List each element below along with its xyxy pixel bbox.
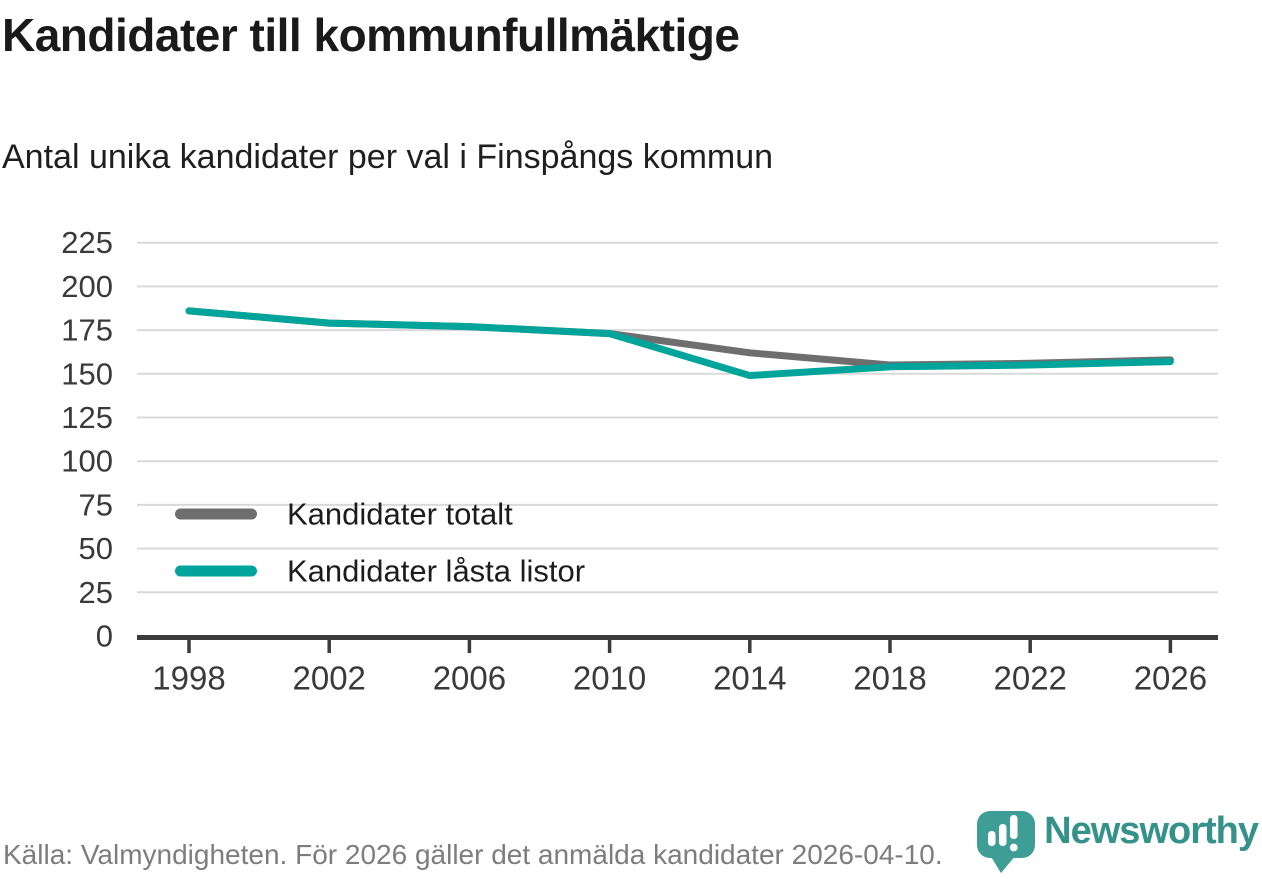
y-tick-label: 150 <box>61 356 113 391</box>
y-tick-label: 75 <box>79 487 113 522</box>
x-tick-label: 2014 <box>713 660 786 697</box>
y-tick-label: 200 <box>61 269 113 304</box>
newsworthy-wordmark: Newsworthy <box>1044 810 1259 852</box>
y-tick-label: 50 <box>79 531 113 566</box>
x-tick-label: 2006 <box>433 660 506 697</box>
x-tick-label: 2010 <box>573 660 646 697</box>
x-tick-label: 1998 <box>152 660 225 697</box>
x-tick-label: 2018 <box>853 660 926 697</box>
y-tick-label: 25 <box>79 575 113 610</box>
legend-label: Kandidater totalt <box>287 497 513 532</box>
y-tick-label: 175 <box>61 313 113 348</box>
newsworthy-pin-icon <box>977 811 1036 873</box>
y-tick-label: 0 <box>96 619 113 654</box>
x-tick-label: 2026 <box>1134 660 1207 697</box>
newsworthy-logo: Newsworthy <box>972 803 1262 875</box>
legend-swatch <box>175 565 257 577</box>
chart-title: Kandidater till kommunfullmäktige <box>2 9 740 61</box>
y-tick-label: 225 <box>61 225 113 260</box>
legend-swatch <box>175 508 257 520</box>
chart-subtitle: Antal unika kandidater per val i Finspån… <box>2 138 774 176</box>
series-line-lasta-listor <box>185 307 1174 380</box>
y-tick-label: 125 <box>61 400 113 435</box>
x-tick-label: 2002 <box>292 660 365 697</box>
x-tick-label: 2022 <box>993 660 1066 697</box>
y-tick-label: 100 <box>61 444 113 479</box>
legend-label: Kandidater låsta listor <box>287 554 585 589</box>
footer-source: Källa: Valmyndigheten. För 2026 gäller d… <box>3 839 943 870</box>
